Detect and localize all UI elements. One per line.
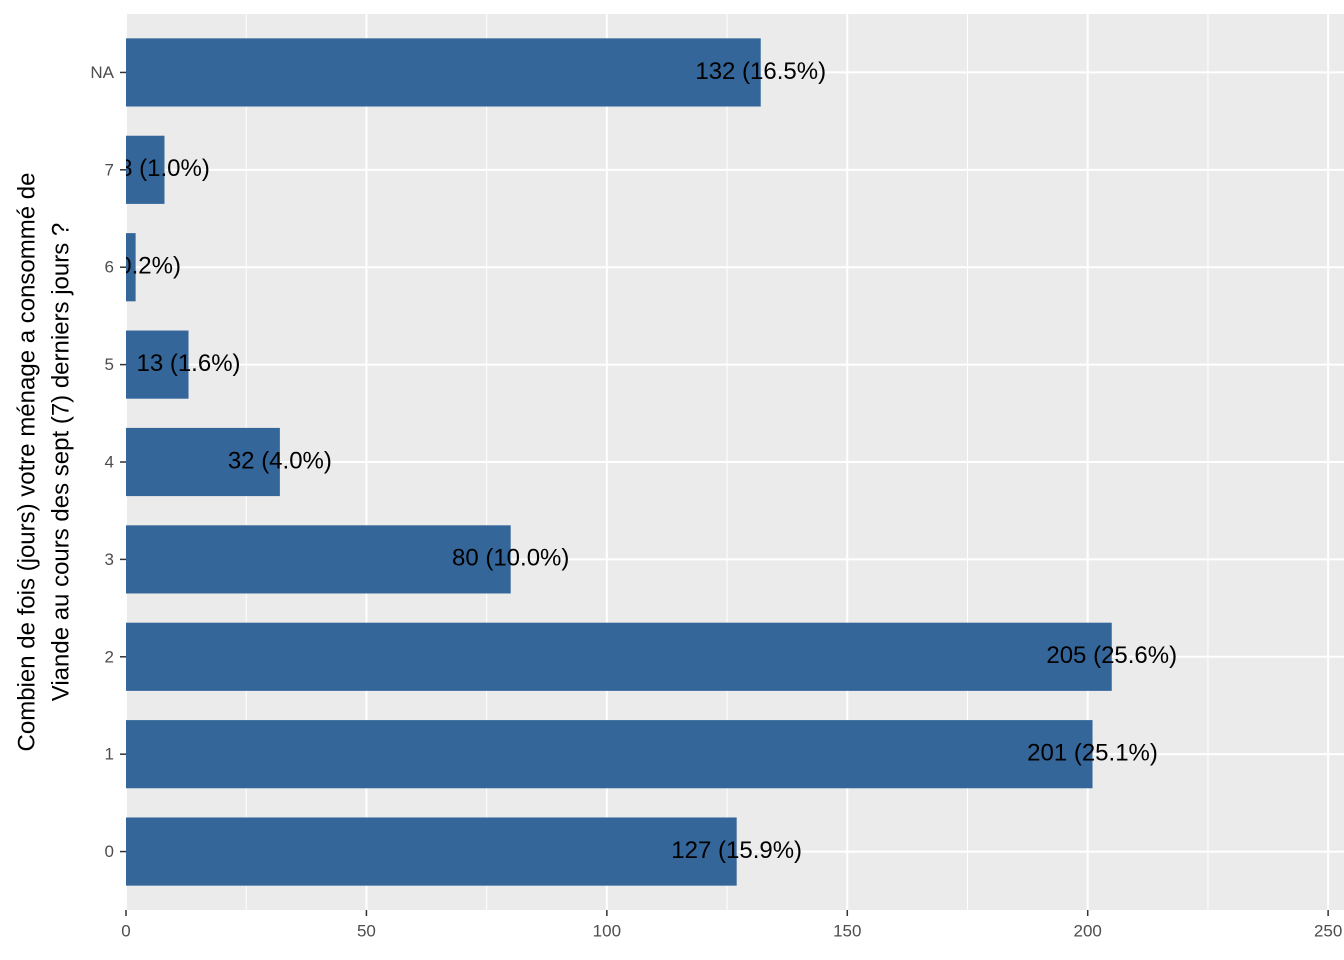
bar — [126, 38, 761, 107]
bar — [126, 622, 1112, 691]
value-label: 32 (4.0%) — [228, 447, 332, 474]
x-tick-label: 0 — [121, 921, 130, 940]
bar — [126, 720, 1093, 789]
x-tick-label: 150 — [833, 921, 861, 940]
bar — [126, 817, 737, 886]
x-tick-label: 200 — [1074, 921, 1102, 940]
x-tick-label: 100 — [593, 921, 621, 940]
value-label: 2 (0.2%) — [90, 253, 181, 280]
y-tick-label: 5 — [105, 355, 114, 374]
axes: 0 50 100 150 200 250 0 1 2 3 4 5 6 7 NA — [90, 63, 1342, 941]
y-tick-label: 4 — [105, 452, 114, 471]
y-tick-label: 0 — [105, 842, 114, 861]
x-tick-label: 250 — [1314, 921, 1342, 940]
value-label: 205 (25.6%) — [1046, 642, 1177, 669]
value-label: 80 (10.0%) — [452, 545, 569, 572]
bars: 127 (15.9%) 201 (25.1%) 205 (25.6%) 80 (10.… — [90, 38, 1177, 886]
y-axis-title-line: Combien de fois (jours) votre ménage a c… — [13, 173, 40, 752]
value-label: 127 (15.9%) — [671, 837, 802, 864]
bar — [126, 233, 136, 302]
y-axis-title-line: Viande au cours des sept (7) derniers jo… — [47, 223, 74, 702]
bar — [126, 427, 280, 497]
y-tick-label: NA — [90, 63, 114, 82]
bar — [126, 330, 189, 399]
y-tick-label: 6 — [105, 258, 114, 277]
value-label: 13 (1.6%) — [136, 350, 240, 377]
x-tick-label: 50 — [357, 921, 376, 940]
y-tick-label: 7 — [105, 160, 114, 179]
value-label: 132 (16.5%) — [695, 58, 826, 85]
y-axis-title: Combien de fois (jours) votre ménage a c… — [13, 173, 74, 752]
y-tick-label: 3 — [105, 550, 114, 569]
bar — [126, 135, 165, 204]
value-label: 201 (25.1%) — [1027, 740, 1158, 767]
y-tick-label: 1 — [105, 745, 114, 764]
y-tick-label: 2 — [105, 647, 114, 666]
value-label: 8 (1.0%) — [119, 155, 210, 182]
bar — [126, 525, 511, 594]
